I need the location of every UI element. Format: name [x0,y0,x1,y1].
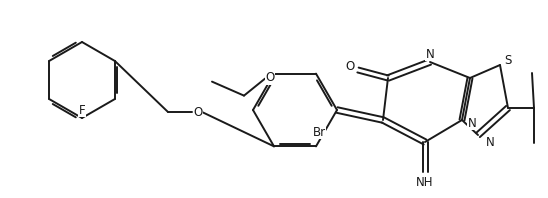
Text: O: O [345,60,355,72]
Text: O: O [193,106,203,118]
Text: NH: NH [416,175,434,188]
Text: F: F [79,104,85,116]
Text: O: O [265,71,275,84]
Text: N: N [467,116,476,129]
Text: S: S [504,53,512,67]
Text: N: N [486,136,494,149]
Text: N: N [426,48,435,61]
Text: Br: Br [312,126,326,139]
